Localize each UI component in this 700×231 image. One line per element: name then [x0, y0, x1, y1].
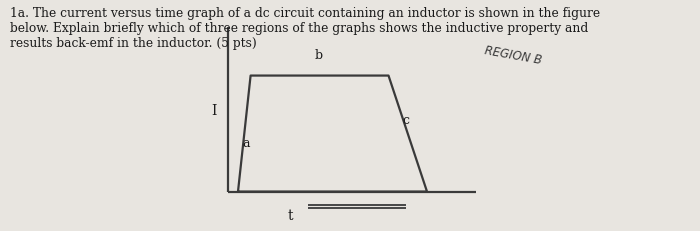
Text: b: b: [314, 49, 323, 62]
Text: a: a: [243, 137, 250, 150]
Text: 1a. The current versus time graph of a dc circuit containing an inductor is show: 1a. The current versus time graph of a d…: [10, 7, 601, 50]
Text: t: t: [288, 208, 293, 222]
Text: c: c: [402, 114, 409, 127]
Text: REGION B: REGION B: [483, 44, 542, 67]
Text: I: I: [211, 104, 216, 118]
